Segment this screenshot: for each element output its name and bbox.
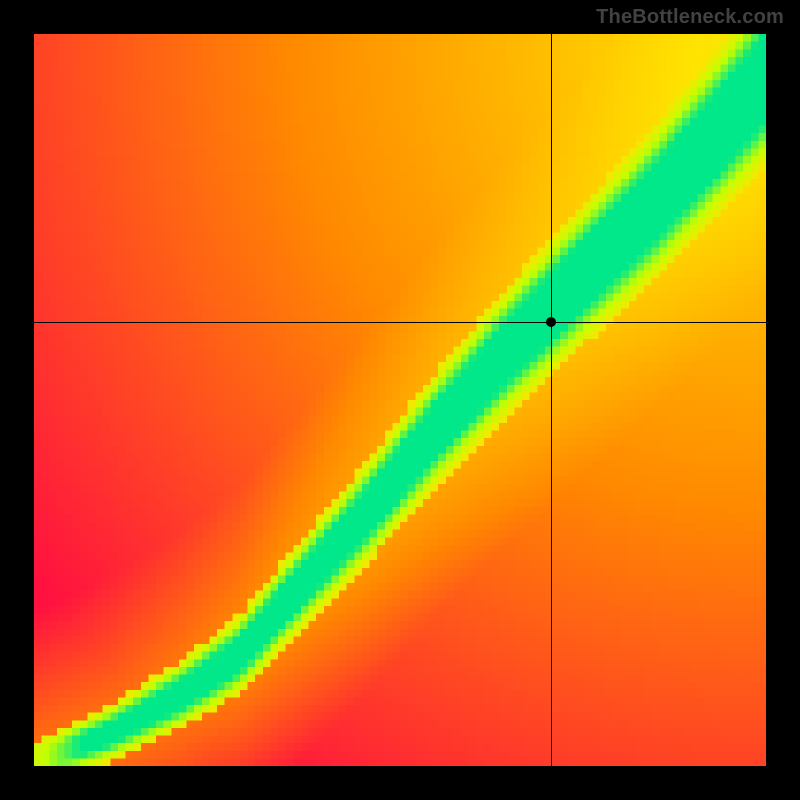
chart-container: TheBottleneck.com [0,0,800,800]
crosshair-marker [546,317,556,327]
watermark-text: TheBottleneck.com [596,6,784,29]
crosshair-horizontal [34,322,766,323]
plot-area [34,34,766,766]
crosshair-vertical [551,34,552,766]
heatmap-canvas [34,34,766,766]
